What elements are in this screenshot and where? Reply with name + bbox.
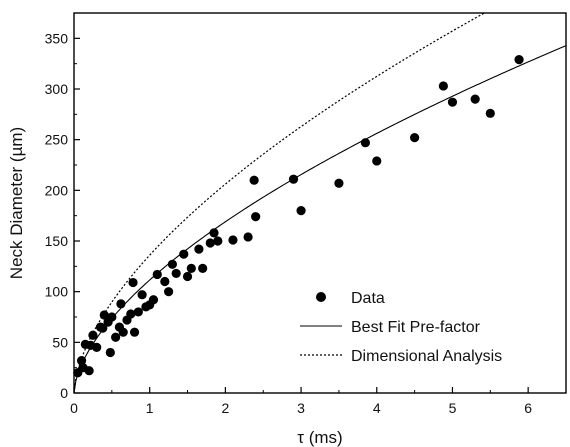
plot-frame [73,12,567,394]
legend-label-dimensional-analysis: Dimensional Analysis [351,348,502,365]
legend-label-best-fit: Best Fit Pre-factor [351,319,481,336]
data-point [167,259,177,269]
data-point [360,138,371,148]
x-tick-label: 4 [373,400,381,416]
data-point [514,55,524,65]
data-point [209,228,219,238]
series-line-2 [74,13,486,393]
data-point [485,108,495,118]
y-axis-label: Neck Diameter (µm) [7,127,26,279]
data-point [296,206,306,216]
y-tick-label: 350 [45,30,69,46]
data-point [243,232,253,242]
data-point [126,309,136,319]
data-point [251,212,261,222]
data-point [186,263,196,273]
data-point [107,312,117,322]
legend: Data Best Fit Pre-factor Dimensional Ana… [300,290,502,365]
data-point [98,323,108,333]
series-line-1 [74,45,566,393]
data-point [92,342,102,352]
legend-marker-data [316,292,326,302]
x-axis-label: τ (ms) [297,428,342,447]
data-point [76,355,87,366]
data-point [410,133,420,143]
data-point [470,94,480,104]
x-tick-label: 1 [146,400,154,416]
data-point [105,347,115,358]
data-point [182,271,193,282]
x-tick-label: 5 [449,400,457,416]
y-tick-label: 100 [45,284,69,300]
data-point [198,263,208,273]
data-point [438,81,448,91]
data-points [73,55,524,378]
data-point [213,236,223,246]
x-tick-label: 3 [297,400,305,416]
data-point [88,330,98,340]
data-point [111,332,121,342]
data-point [128,277,138,288]
y-tick-label: 150 [45,233,69,249]
data-point [148,295,159,305]
data-point [133,307,143,317]
data-point [129,327,140,337]
x-tick-label: 6 [524,400,532,416]
data-point [164,287,174,297]
y-tick-label: 0 [60,385,68,401]
x-tick-label: 0 [70,400,78,416]
data-point [372,156,382,166]
y-tick-label: 50 [52,334,68,350]
data-point [228,235,238,245]
data-point [205,238,215,248]
data-point [194,244,204,254]
data-point [137,290,147,300]
fit-lines [74,13,566,393]
data-point [160,276,170,287]
y-tick-label: 250 [45,132,69,148]
data-point [171,268,181,279]
data-point [84,366,94,376]
data-point [99,310,109,320]
y-tick-label: 300 [45,81,69,97]
data-point [179,249,189,259]
data-point [118,327,128,337]
data-point [249,175,259,185]
data-point [288,174,299,184]
data-point [334,178,344,188]
y-tick-label: 200 [45,182,69,198]
legend-label-data: Data [351,290,385,307]
data-point [447,97,458,107]
data-point [152,269,162,280]
x-tick-label: 2 [221,400,229,416]
axis-ticks: 0 1 2 3 4 5 6 0 50 100 150 200 250 300 350 [45,30,533,416]
data-point [116,299,126,309]
